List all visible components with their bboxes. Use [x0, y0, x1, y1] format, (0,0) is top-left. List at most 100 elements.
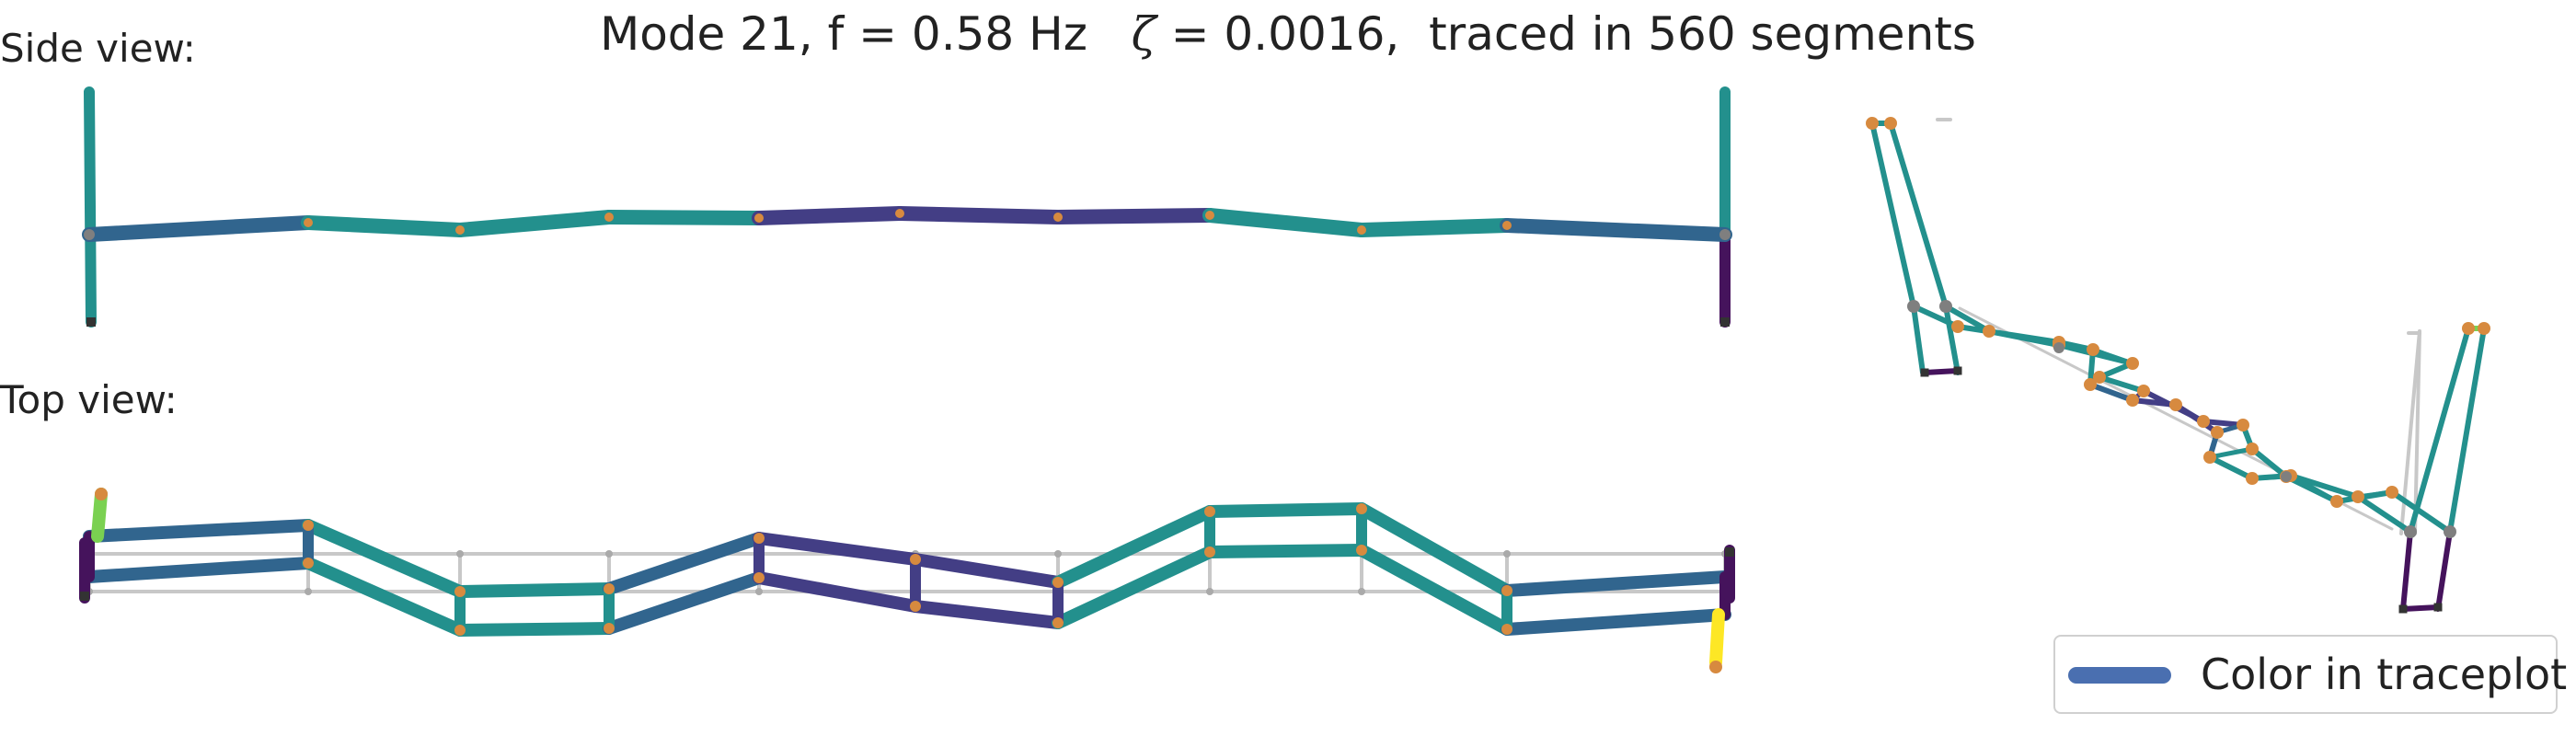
top-view-node — [1204, 506, 1215, 517]
top-view-undeformed-node — [1358, 588, 1365, 595]
top-view-node — [454, 586, 466, 597]
perspective-support — [2398, 604, 2408, 614]
top-view-undeformed-node — [456, 550, 464, 558]
perspective-deck-chord — [2249, 446, 2289, 479]
side-view-deck-segment — [1202, 208, 1369, 237]
perspective-node — [2126, 357, 2139, 370]
top-view-undeformed-node — [305, 588, 312, 595]
side-view-deck-segment — [82, 215, 316, 242]
perspective-deck-chord — [2389, 489, 2453, 535]
perspective-node — [2237, 419, 2249, 431]
top-view-upper-chord — [454, 582, 615, 598]
perspective-node — [2444, 525, 2456, 538]
perspective-left-pylon-base — [1943, 304, 1961, 375]
perspective-node — [2478, 322, 2490, 335]
top-view-node — [1356, 503, 1367, 514]
perspective-deck-chord — [2201, 419, 2246, 428]
top-view-node — [454, 625, 466, 636]
side-view-node — [754, 213, 764, 223]
perspective-support — [2433, 603, 2443, 612]
perspective-node — [2203, 451, 2216, 464]
side-view-node — [1205, 211, 1214, 220]
perspective-left-pylon-leg — [1869, 121, 1916, 309]
top-view-upper-chord — [603, 532, 765, 595]
top-view-upper-chord — [1501, 570, 1731, 597]
perspective-right-base-beam — [2400, 604, 2441, 612]
top-view-node — [1204, 546, 1215, 558]
perspective-cross-member — [2207, 446, 2255, 460]
top-view-node — [604, 583, 615, 594]
top-view-undeformed-node — [605, 550, 613, 558]
perspective-node — [2084, 378, 2097, 391]
perspective-deck-chord — [2355, 494, 2413, 535]
side-view-deck-segment — [453, 210, 616, 237]
top-view-lower-chord — [1052, 546, 1216, 629]
top-view-node — [1052, 617, 1064, 628]
top-view-upper-chord — [1052, 505, 1216, 589]
top-view-label: Top view: — [0, 377, 178, 422]
perspective-node — [1884, 117, 1897, 130]
perspective-node — [1983, 325, 1995, 338]
perspective-node — [2462, 322, 2475, 335]
top-view-node — [910, 554, 921, 565]
side-view-node — [1357, 225, 1366, 235]
perspective-deck-chord — [2288, 473, 2361, 500]
top-view-lower-chord — [603, 571, 765, 635]
side-view-node — [895, 209, 904, 218]
side-view-deck-segment — [301, 215, 467, 237]
top-view-lower-chord — [1501, 608, 1731, 636]
side-view-node — [1053, 213, 1063, 222]
top-view-upper-chord — [753, 532, 922, 566]
top-view-undeformed-node — [1503, 550, 1511, 558]
top-view-node — [303, 520, 314, 531]
side-view-node — [1502, 221, 1512, 230]
perspective-node — [2211, 426, 2224, 439]
perspective-right-pylon-leg — [2408, 326, 2471, 535]
top-view-upper-chord — [1355, 502, 1513, 597]
perspective-node — [2093, 371, 2106, 384]
perspective-support — [1920, 368, 1929, 377]
perspective-cross-member — [2090, 347, 2135, 366]
top-view-upper-chord — [302, 519, 466, 598]
top-view-node — [753, 572, 765, 583]
perspective-node — [1866, 117, 1879, 130]
top-view-node — [303, 558, 314, 569]
perspective-node — [2404, 525, 2417, 538]
top-view-upper-chord — [1203, 502, 1368, 518]
perspective-node — [2137, 385, 2150, 397]
top-view-lower-chord — [302, 557, 466, 637]
perspective-node — [1907, 300, 1920, 313]
perspective-node — [2197, 415, 2210, 428]
top-view-lower-chord — [1203, 544, 1368, 558]
top-view-support — [1725, 547, 1734, 557]
side-view-deck-segment — [1051, 208, 1217, 224]
perspective-deck-chord — [2097, 374, 2146, 394]
top-view-pylon-node — [1709, 661, 1722, 673]
top-view-lower-chord — [83, 557, 315, 583]
side-view-node — [455, 225, 465, 235]
side-view-deck-segment — [1354, 218, 1514, 237]
perspective-node — [2169, 398, 2182, 411]
legend-label: Color in traceplot — [2201, 650, 2568, 699]
top-view-node — [1356, 545, 1367, 556]
side-view-deck-segment — [602, 210, 766, 225]
side-view-node — [84, 229, 95, 240]
top-view-support — [80, 592, 89, 601]
perspective-node — [2330, 495, 2343, 508]
title-zeta-symbol: ζ — [1131, 7, 1156, 61]
perspective-node — [2246, 472, 2259, 485]
perspective-cross-member — [2288, 473, 2340, 504]
perspective-left-base-beam — [1922, 368, 1961, 375]
top-view-lower-chord — [909, 600, 1064, 629]
perspective-node — [2246, 443, 2259, 455]
perspective-right-pylon-leg — [2447, 326, 2487, 535]
side-view-deck-segment — [1500, 218, 1732, 242]
top-view-upper-chord — [83, 519, 315, 543]
perspective-node — [2386, 486, 2398, 499]
top-view-lower-chord — [454, 622, 615, 637]
perspective-deck-chord — [1986, 328, 2062, 348]
perspective-node — [1939, 300, 1952, 313]
side-view-node — [304, 218, 313, 227]
legend-swatch — [2068, 667, 2171, 684]
